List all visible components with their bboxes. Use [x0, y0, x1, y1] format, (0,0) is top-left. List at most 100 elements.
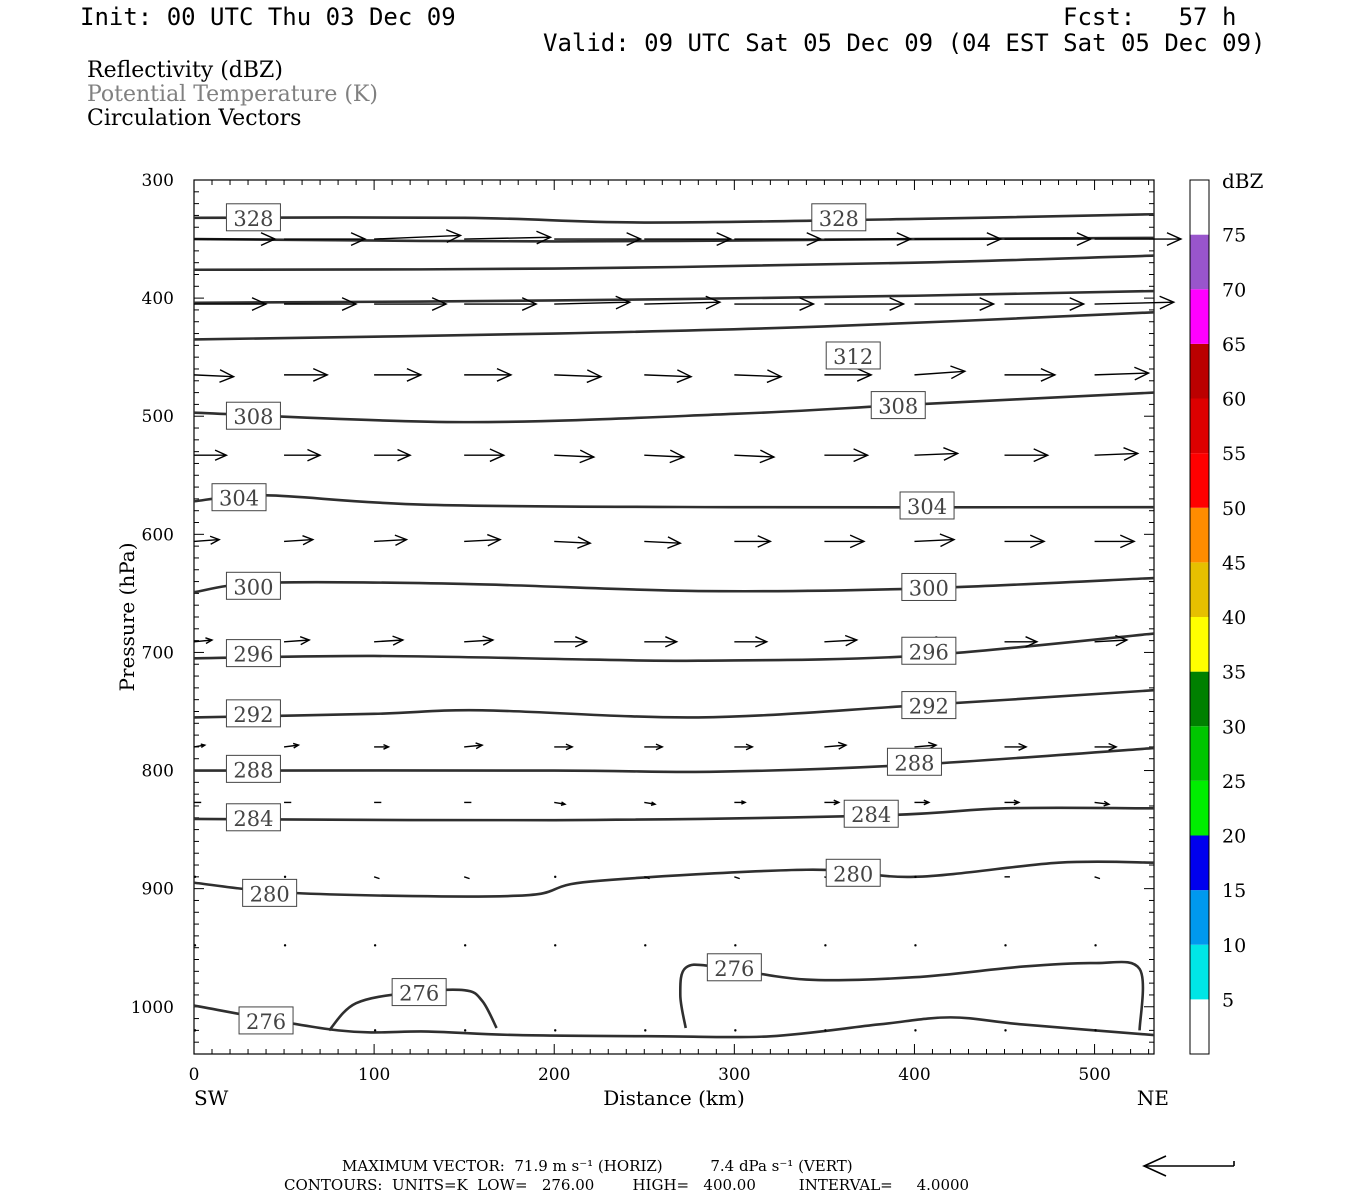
contour-label: 288: [894, 751, 934, 775]
colorbar-level-label: 75: [1222, 225, 1246, 247]
circulation-vector: [283, 875, 287, 879]
circulation-vector-head: [615, 295, 632, 310]
contour-label-box: [899, 491, 955, 520]
circulation-vector-head: [716, 232, 733, 246]
circulation-vector-head: [1108, 742, 1118, 751]
circulation-vector: [374, 538, 407, 543]
circulation-vector-head: [299, 636, 311, 646]
circulation-vector-head: [214, 449, 229, 461]
circulation-vector: [824, 744, 847, 748]
circulation-vector: [644, 454, 684, 458]
colorbar-level-label: 5: [1222, 989, 1234, 1011]
circulation-vector: [824, 639, 857, 643]
theta-contour-328: [193, 212, 1155, 224]
circulation-vector-head: [586, 369, 603, 384]
circulation-vector-head: [1069, 297, 1086, 311]
colorbar-swatch: [1190, 780, 1209, 836]
circulation-vector-head: [626, 232, 643, 246]
contour-label-box: [391, 978, 447, 1007]
contour-label-box: [225, 699, 281, 728]
circulation-vector: [1094, 944, 1097, 947]
circulation-vector: [193, 875, 197, 879]
contours-info-text: CONTOURS: UNITS=K LOW= 276.00 HIGH= 400.…: [284, 1176, 969, 1194]
circulation-vector-head: [312, 367, 329, 382]
contour-label: 304: [907, 495, 947, 519]
x-tick-label: 100: [358, 1065, 390, 1085]
contour-label-box: [225, 639, 281, 668]
colorbar-swatch: [1190, 562, 1209, 617]
circulation-vector: [193, 1029, 197, 1032]
circulation-vector: [1004, 1029, 1007, 1032]
valid-time: Valid: 09 UTC Sat 05 Dec 09 (04 EST Sat …: [543, 29, 1265, 57]
circulation-vector: [373, 876, 380, 880]
circulation-vector-head: [489, 448, 506, 463]
colorbar-swatch: [1190, 289, 1209, 344]
contour-label: 280: [250, 882, 290, 906]
circulation-vector: [554, 454, 594, 458]
colorbar-title: dBZ: [1222, 169, 1264, 193]
circulation-vector-head: [950, 365, 967, 380]
circulation-vector-head: [896, 232, 913, 246]
circulation-vector: [644, 374, 692, 378]
colorbar-level-label: 70: [1222, 279, 1246, 301]
circulation-vector: [644, 876, 650, 880]
contour-label: 304: [219, 487, 259, 511]
contour-label-box: [825, 858, 881, 887]
colorbar: 5 10 15 20 25 30 35 40 45 50 55 60 65 70 75: [1189, 179, 1246, 1055]
theta-contour-300: [193, 576, 1155, 594]
colorbar-level-label: 30: [1222, 716, 1246, 738]
circulation-vector-head: [650, 801, 657, 806]
circulation-vector: [554, 875, 557, 879]
contour-label: 276: [246, 1010, 286, 1034]
circulation-vector-head: [943, 447, 960, 461]
contour-label: 296: [909, 640, 949, 664]
circulation-vector-head: [745, 743, 755, 751]
colorbar-swatch: [1190, 343, 1209, 399]
theta-contour-316: [193, 289, 1155, 305]
circulation-vector: [1004, 944, 1007, 947]
colorbar-swatch: [1190, 671, 1209, 727]
circulation-vector-head: [560, 801, 567, 806]
theta-contour-292: [193, 688, 1155, 719]
x-tick-label: 200: [538, 1065, 570, 1085]
circulation-vector-head: [292, 742, 301, 749]
circulation-vector: [464, 744, 483, 748]
circulation-vector-head: [574, 636, 589, 648]
circulation-vector: [463, 1029, 467, 1032]
colorbar-level-label: 15: [1222, 880, 1246, 902]
circulation-vector-head: [889, 297, 906, 311]
circulation-vector-head: [577, 536, 592, 549]
y-tick-label: 500: [142, 407, 174, 427]
circulation-vector-head: [579, 449, 596, 464]
circulation-vector: [734, 876, 740, 880]
circulation-vector-head: [665, 636, 679, 648]
circulation-vector: [914, 875, 917, 879]
theta-contour-308: [193, 391, 1155, 424]
circulation-vector-head: [655, 743, 664, 751]
colorbar-level-label: 60: [1222, 389, 1246, 411]
circulation-vector: [193, 944, 197, 947]
circulation-vector-head: [1115, 634, 1129, 647]
circulation-vector-head: [475, 742, 484, 750]
circulation-vector: [464, 538, 501, 543]
y-tick-label: 600: [142, 525, 174, 545]
circulation-vector-head: [431, 297, 448, 311]
contour-label-box: [825, 341, 881, 370]
contour-label: 328: [233, 207, 273, 231]
circulation-vector: [463, 876, 470, 880]
x-end-label-left: SW: [194, 1086, 229, 1110]
contour-label: 300: [233, 575, 273, 599]
contour-label: 280: [833, 862, 873, 886]
circulation-vector: [1094, 801, 1110, 805]
circulation-vector-head: [849, 534, 866, 549]
circulation-vector-head: [806, 232, 823, 246]
circulation-vector-head: [392, 635, 405, 646]
circulation-vector-head: [1159, 295, 1176, 310]
circulation-vector: [644, 801, 656, 805]
circulation-vector: [734, 454, 774, 458]
circulation-vector: [283, 744, 299, 748]
colorbar-swatch: [1190, 726, 1209, 781]
circulation-vector-head: [1018, 742, 1028, 751]
theta-contour-312: [193, 310, 1155, 341]
